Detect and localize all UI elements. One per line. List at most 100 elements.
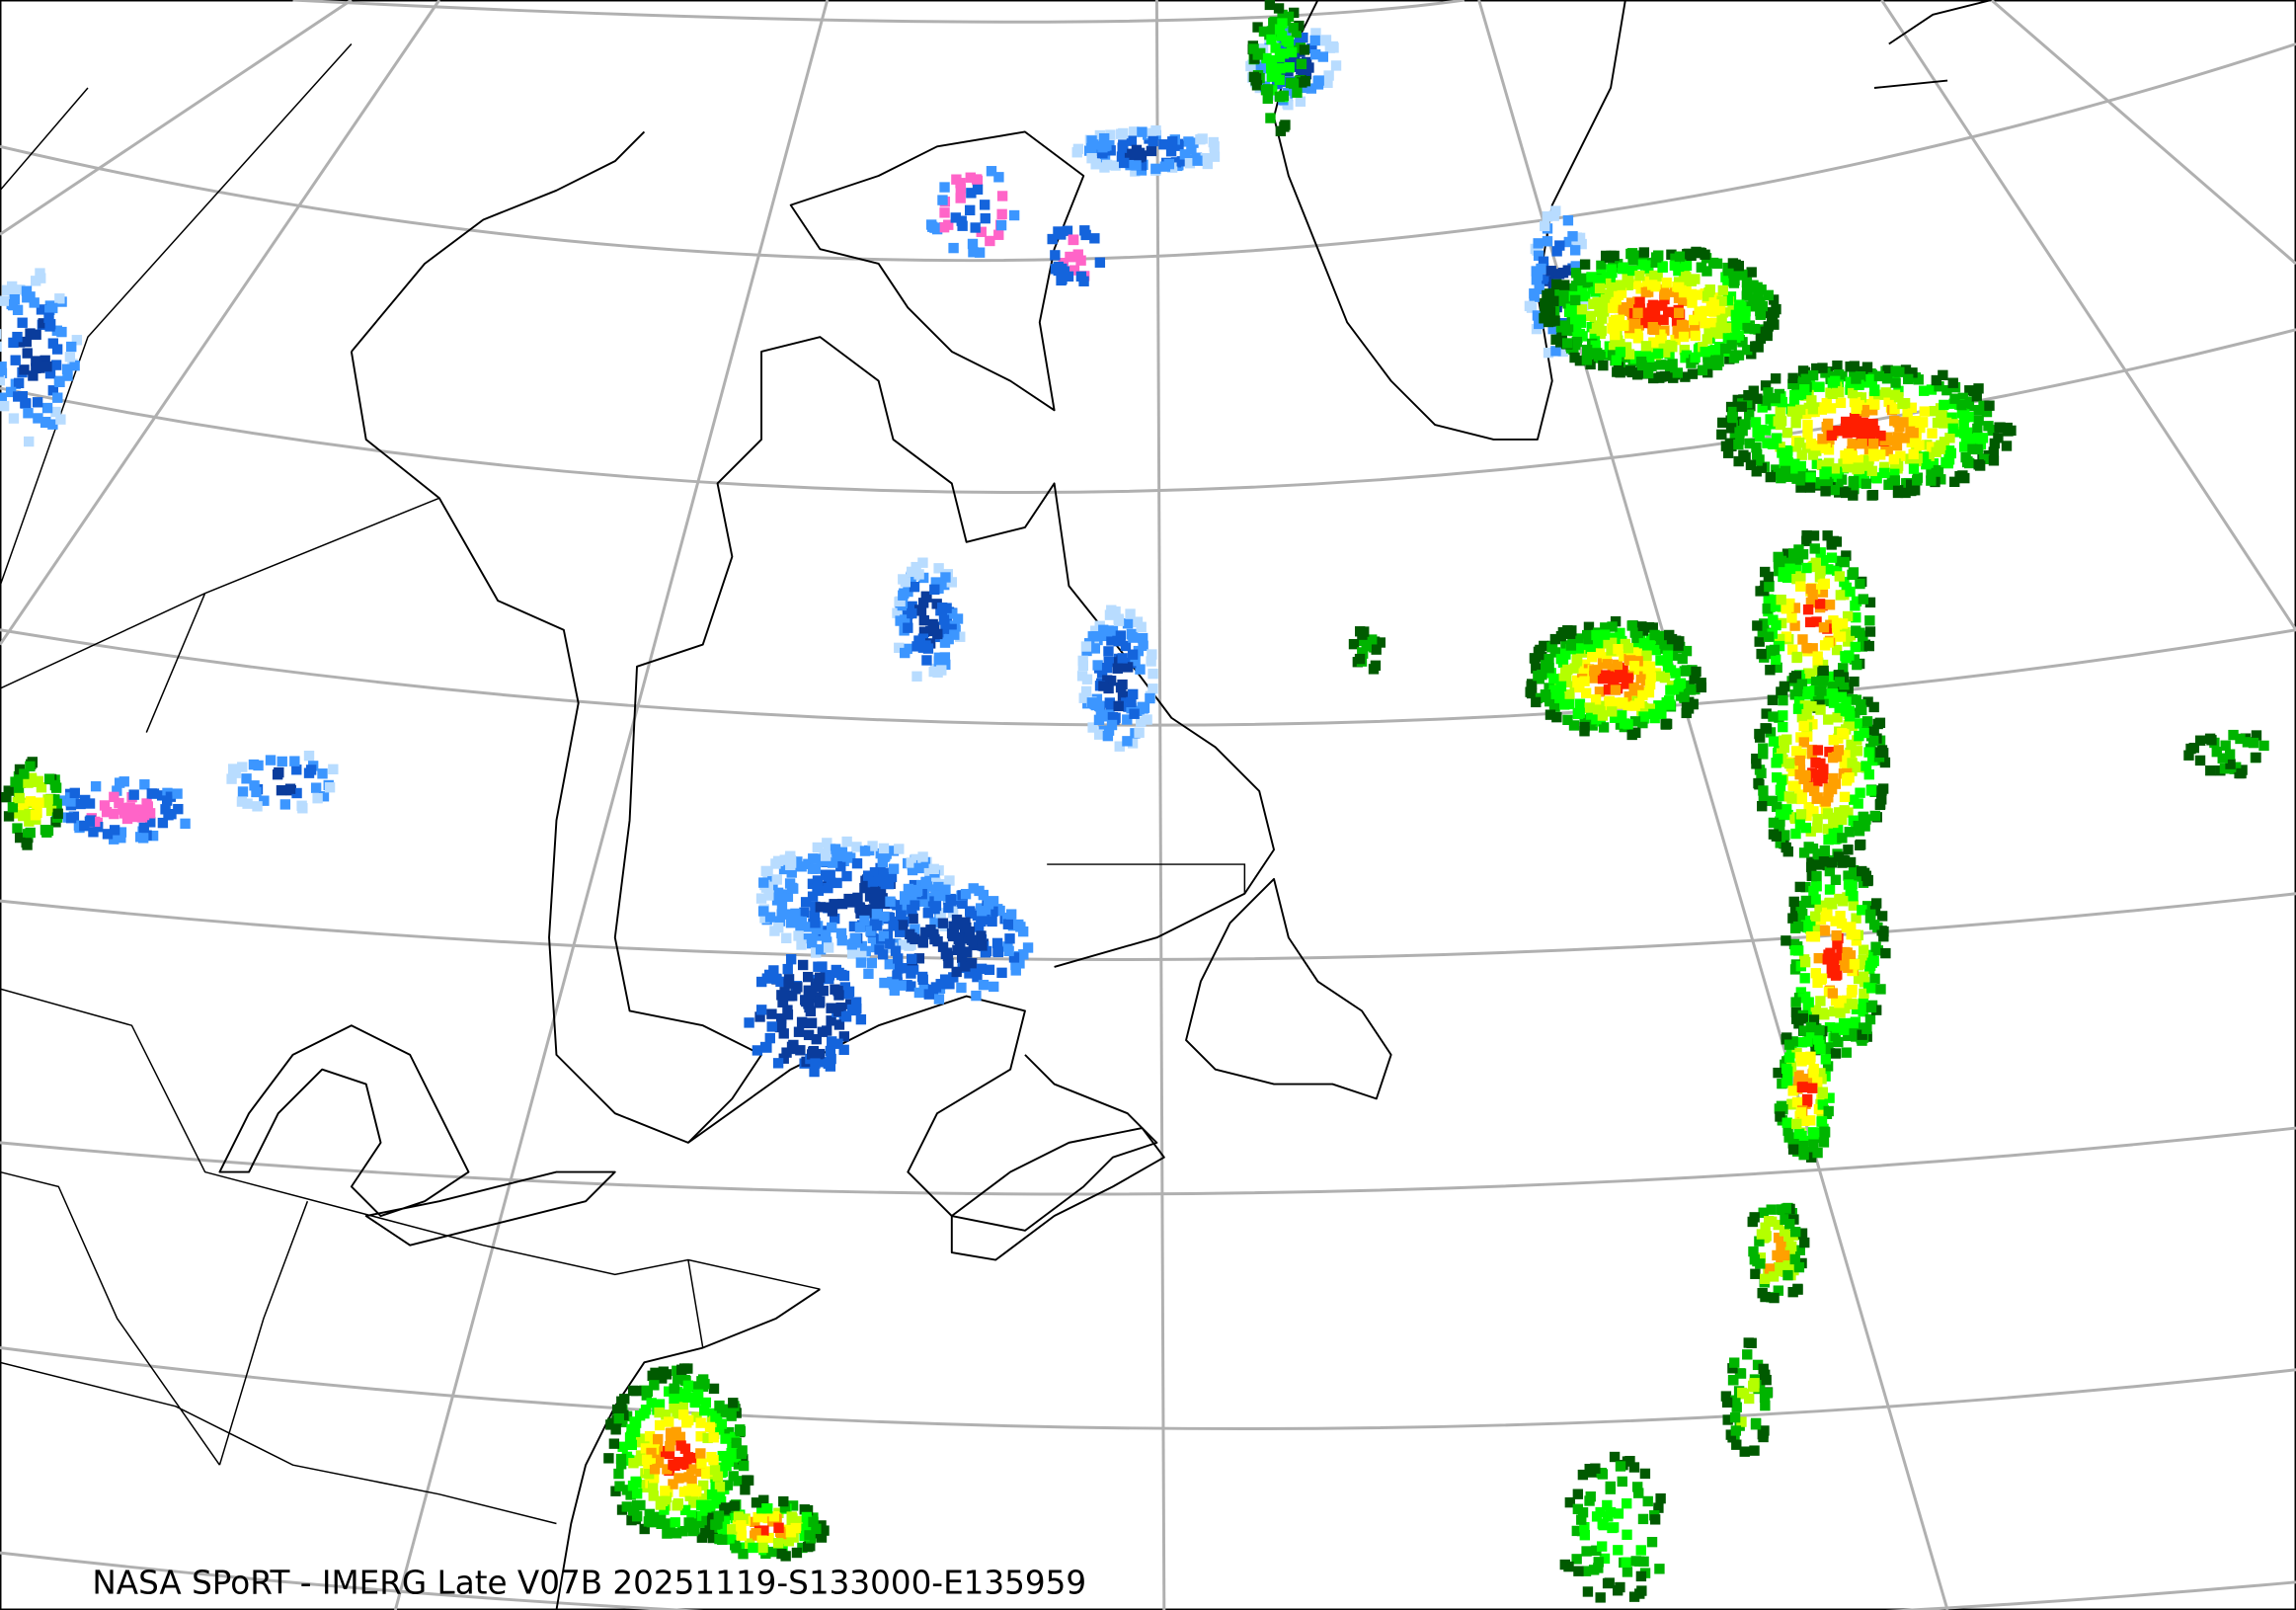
precip-pixel — [1844, 827, 1855, 838]
precip-pixel — [965, 204, 976, 216]
precip-pixel — [1702, 334, 1712, 345]
precip-pixel — [940, 572, 951, 583]
precip-pixel — [101, 806, 113, 818]
precip-pixel — [1810, 677, 1822, 687]
precip-pixel — [1689, 314, 1700, 326]
precip-pixel — [930, 884, 941, 895]
precip-pixel — [2235, 733, 2246, 745]
precip-pixel — [1679, 320, 1690, 331]
precip-pixel — [1093, 714, 1105, 726]
precip-pixel — [1863, 768, 1874, 780]
precip-pixel — [1660, 643, 1671, 654]
precip-pixel — [1761, 395, 1772, 406]
precip-pixel — [1112, 663, 1123, 674]
precip-pixel — [947, 930, 959, 942]
precip-pixel — [1630, 328, 1641, 340]
latitude-line — [0, 1126, 2296, 1196]
precip-pixel — [237, 786, 249, 797]
precip-pixel — [62, 370, 73, 381]
precip-pixel — [679, 1443, 691, 1454]
precip-pixel — [838, 1044, 849, 1056]
precip-pixel — [1555, 681, 1567, 692]
precip-pixel — [1667, 342, 1678, 353]
precip-pixel — [1868, 920, 1880, 930]
precip-pixel — [1805, 597, 1817, 608]
precip-pixel — [41, 361, 52, 372]
precip-pixel — [647, 1370, 658, 1382]
precip-pixel — [1634, 270, 1645, 282]
precip-pixel — [1323, 70, 1334, 81]
precip-pixel — [832, 1006, 844, 1017]
precip-pixel — [1146, 127, 1157, 139]
precip-pixel — [1685, 684, 1697, 695]
precip-pixel — [827, 1036, 837, 1047]
precip-pixel — [1686, 250, 1697, 262]
precip-pixel — [1752, 282, 1763, 293]
precip-pixel — [1286, 46, 1298, 58]
precip-pixel — [827, 857, 838, 868]
precip-pixel — [1815, 565, 1826, 577]
precip-pixel — [1726, 340, 1737, 351]
precip-pixel — [1967, 443, 1978, 454]
precip-pixel — [840, 1011, 852, 1022]
precip-pixel — [908, 913, 918, 925]
precip-pixel — [1645, 672, 1657, 683]
precip-pixel — [1783, 1039, 1795, 1050]
precip-pixel — [610, 1424, 621, 1435]
precip-pixel — [805, 1006, 817, 1017]
precip-pixel — [1801, 562, 1812, 574]
precip-pixel — [1907, 367, 1918, 378]
precip-pixel — [1788, 396, 1800, 408]
precip-pixel — [885, 896, 896, 907]
precip-pixel — [1277, 18, 1288, 29]
precip-pixel — [1837, 814, 1848, 826]
precip-pixel — [1797, 468, 1808, 479]
precip-pixel — [862, 870, 874, 881]
precip-pixel — [1861, 1023, 1872, 1034]
precip-pixel — [1804, 616, 1816, 628]
precip-pixel — [1892, 432, 1903, 443]
precip-pixel — [1802, 688, 1813, 700]
precip-pixel — [1110, 606, 1121, 617]
precip-pixel — [800, 897, 812, 908]
precip-pixel — [1068, 234, 1078, 246]
precip-pixel — [1812, 1147, 1823, 1159]
precip-pixel — [1826, 963, 1837, 974]
precip-pixel — [1250, 73, 1262, 84]
precip-pixel — [71, 335, 83, 346]
precip-pixel — [1752, 455, 1763, 466]
precip-pixel — [791, 1547, 803, 1559]
precip-pixel — [1808, 530, 1820, 541]
precip-pixel — [2206, 735, 2217, 746]
precip-pixel — [1773, 416, 1783, 427]
precip-pixel — [993, 172, 1004, 183]
precip-pixel — [84, 816, 96, 827]
precip-pixel — [1148, 135, 1158, 147]
precip-pixel — [832, 1038, 843, 1049]
precip-pixel — [992, 946, 1004, 958]
precip-pixel — [1103, 725, 1115, 736]
precip-pixel — [642, 1386, 654, 1398]
precip-pixel — [1621, 1557, 1631, 1568]
precip-pixel — [21, 837, 32, 848]
precip-pixel — [1808, 1063, 1819, 1075]
precip-pixel — [1812, 848, 1823, 859]
precip-pixel — [49, 794, 60, 805]
precip-pixel — [1098, 132, 1110, 144]
precip-pixel — [1806, 1152, 1817, 1163]
precip-pixel — [1787, 372, 1798, 383]
precip-pixel — [1572, 1489, 1584, 1499]
precip-pixel — [1733, 261, 1744, 272]
precip-pixel — [1555, 337, 1566, 348]
precip-pixel — [951, 914, 963, 926]
precip-pixel — [656, 1446, 667, 1458]
political-borders — [0, 42, 1246, 1525]
precip-pixel — [1769, 644, 1781, 656]
precip-pixel — [1756, 1229, 1768, 1240]
precip-pixel — [909, 581, 920, 593]
precip-pixel — [1963, 411, 1974, 423]
precip-pixel — [1854, 718, 1865, 729]
precip-pixel — [615, 1453, 627, 1465]
precip-pixel — [1571, 656, 1582, 667]
precip-pixel — [1654, 630, 1666, 642]
